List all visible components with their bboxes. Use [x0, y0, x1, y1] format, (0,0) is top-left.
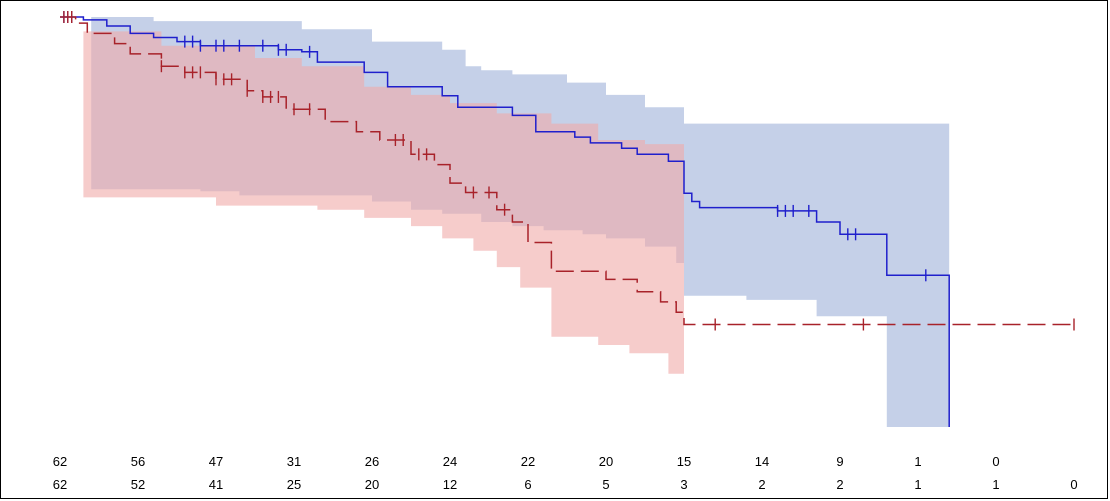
risk-count: 6: [524, 477, 531, 492]
risk-count: 5: [602, 477, 609, 492]
censor-marks: [63, 11, 1075, 331]
risk-count: 0: [992, 454, 999, 469]
risk-count: 31: [287, 454, 301, 469]
risk-count: 3: [680, 477, 687, 492]
risk-count: 20: [599, 454, 613, 469]
risk-count: 12: [443, 477, 457, 492]
risk-count: 20: [365, 477, 379, 492]
risk-count: 22: [521, 454, 535, 469]
confidence-band-2: [60, 17, 684, 427]
risk-count: 2: [836, 477, 843, 492]
risk-count: 56: [131, 454, 145, 469]
risk-count: 14: [755, 454, 769, 469]
risk-table: 62 56 47 31 26 24 22 20 15 14 9 1 062 52 41 25 20 12 6 5 3 2 2…: [53, 454, 1078, 492]
risk-count: 24: [443, 454, 457, 469]
risk-count: 1: [992, 477, 999, 492]
risk-count: 15: [677, 454, 691, 469]
risk-count: 1: [914, 454, 921, 469]
survival-curve-1: [60, 16, 950, 427]
risk-count: 2: [758, 477, 765, 492]
risk-count: 1: [914, 477, 921, 492]
risk-count: 26: [365, 454, 379, 469]
risk-count: 25: [287, 477, 301, 492]
risk-count: 9: [836, 454, 843, 469]
risk-count: 47: [209, 454, 223, 469]
risk-count: 62: [53, 477, 67, 492]
risk-count: 62: [53, 454, 67, 469]
risk-count: 41: [209, 477, 223, 492]
risk-count: 52: [131, 477, 145, 492]
confidence-bands: [60, 17, 950, 427]
risk-count: 0: [1070, 477, 1077, 492]
